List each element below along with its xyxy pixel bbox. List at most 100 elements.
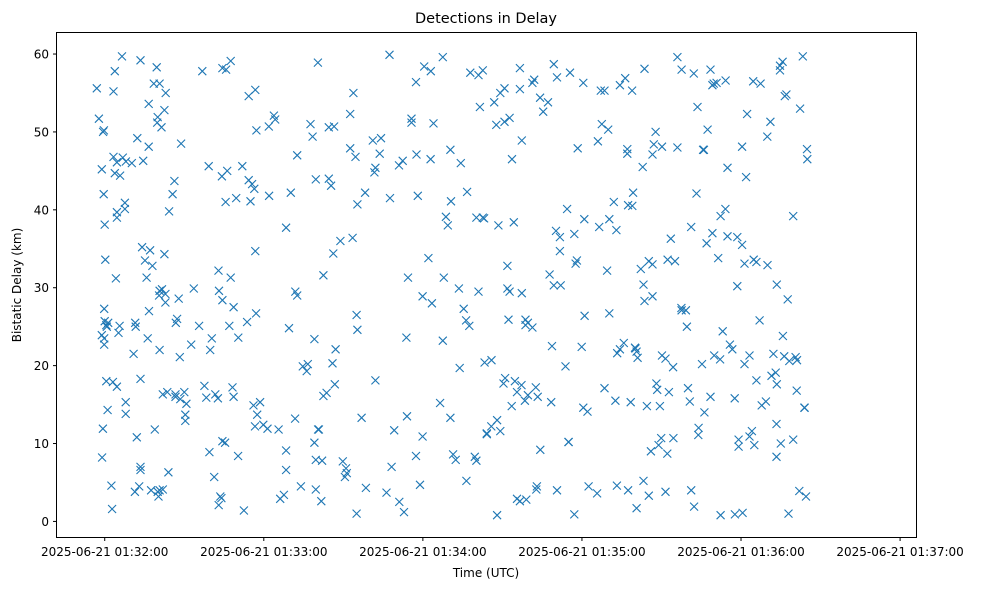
data-point [424, 253, 433, 263]
data-point [263, 424, 272, 434]
data-point [112, 157, 122, 167]
data-point [209, 472, 219, 482]
data-point [784, 509, 793, 518]
data-point [507, 401, 517, 411]
data-point [292, 291, 302, 300]
data-point [221, 197, 230, 207]
data-point [549, 281, 559, 290]
data-point [205, 345, 215, 355]
x-tick-label: 2025-06-21 01:34:00 [359, 545, 486, 559]
data-point [745, 351, 754, 360]
data-point [792, 355, 802, 365]
data-point [142, 273, 151, 282]
data-point [487, 355, 496, 365]
data-point [281, 446, 291, 455]
data-point [403, 273, 413, 282]
data-point [515, 63, 525, 73]
data-point [505, 287, 514, 296]
data-point [673, 143, 682, 152]
data-point [249, 401, 258, 410]
data-point [286, 188, 296, 198]
data-point [482, 429, 492, 439]
data-point [632, 503, 641, 513]
data-point [639, 280, 648, 289]
data-point [552, 485, 562, 495]
data-point [175, 352, 185, 362]
data-point [580, 311, 589, 321]
data-point [592, 489, 602, 498]
data-point [176, 139, 186, 148]
data-point [155, 345, 164, 355]
data-point [740, 259, 749, 268]
data-point [494, 221, 503, 230]
data-point [302, 366, 312, 376]
data-point [443, 221, 453, 230]
data-point [389, 425, 399, 435]
data-point [692, 189, 701, 198]
data-point [129, 349, 138, 359]
data-point [535, 93, 545, 103]
data-point [611, 396, 620, 406]
data-point [794, 486, 804, 496]
data-point [279, 490, 289, 500]
plot-area-frame [56, 32, 917, 538]
data-point [778, 331, 788, 341]
data-point [352, 310, 361, 320]
data-point [512, 387, 522, 397]
data-point [186, 340, 196, 349]
data-point [504, 315, 513, 325]
data-point [640, 64, 649, 74]
x-tick-label: 2025-06-21 01:35:00 [518, 545, 645, 559]
data-point [713, 253, 723, 263]
data-point [310, 334, 319, 344]
data-point [730, 393, 740, 403]
x-axis-label: Time (UTC) [452, 566, 519, 580]
data-point [115, 321, 124, 331]
data-point [462, 476, 471, 486]
data-point [109, 87, 118, 96]
data-point [500, 117, 509, 127]
data-point [648, 150, 657, 159]
data-point [668, 362, 678, 372]
y-axis: 0 10 20 30 40 50 60 [34, 48, 57, 529]
data-point [136, 55, 145, 65]
data-point [155, 79, 164, 88]
data-point [324, 174, 334, 184]
data-point [721, 76, 730, 85]
data-point [615, 344, 625, 354]
data-point [639, 476, 648, 486]
data-point [157, 284, 167, 294]
data-point [745, 432, 754, 441]
data-point [214, 500, 224, 510]
data-point [517, 288, 527, 298]
data-point [446, 413, 455, 423]
data-point [446, 145, 455, 155]
data-point [756, 79, 765, 88]
data-point [292, 150, 302, 160]
data-point [412, 150, 421, 159]
data-point [127, 158, 137, 168]
data-point [698, 145, 708, 155]
data-point [376, 133, 386, 143]
data-point [763, 260, 772, 270]
data-point [439, 273, 449, 282]
data-point [718, 326, 728, 336]
data-point [716, 510, 725, 520]
data-point [730, 510, 740, 519]
data-point [666, 234, 676, 244]
data-point [120, 198, 130, 208]
data-point [505, 113, 514, 123]
data-point [682, 322, 692, 332]
data-point [270, 115, 280, 124]
data-point [740, 359, 749, 369]
data-point [148, 261, 157, 271]
data-point [547, 341, 557, 351]
data-point [175, 394, 185, 404]
data-point [798, 52, 808, 61]
data-point [551, 226, 561, 236]
data-point [345, 109, 355, 119]
data-point [394, 161, 404, 170]
data-point [657, 142, 667, 152]
data-point [565, 68, 575, 78]
data-point [597, 119, 607, 129]
